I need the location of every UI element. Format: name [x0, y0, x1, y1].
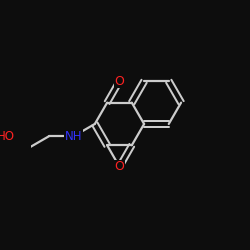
Text: O: O — [114, 75, 124, 88]
Text: O: O — [114, 160, 124, 173]
Text: HO: HO — [0, 130, 15, 143]
Text: NH: NH — [65, 130, 82, 143]
